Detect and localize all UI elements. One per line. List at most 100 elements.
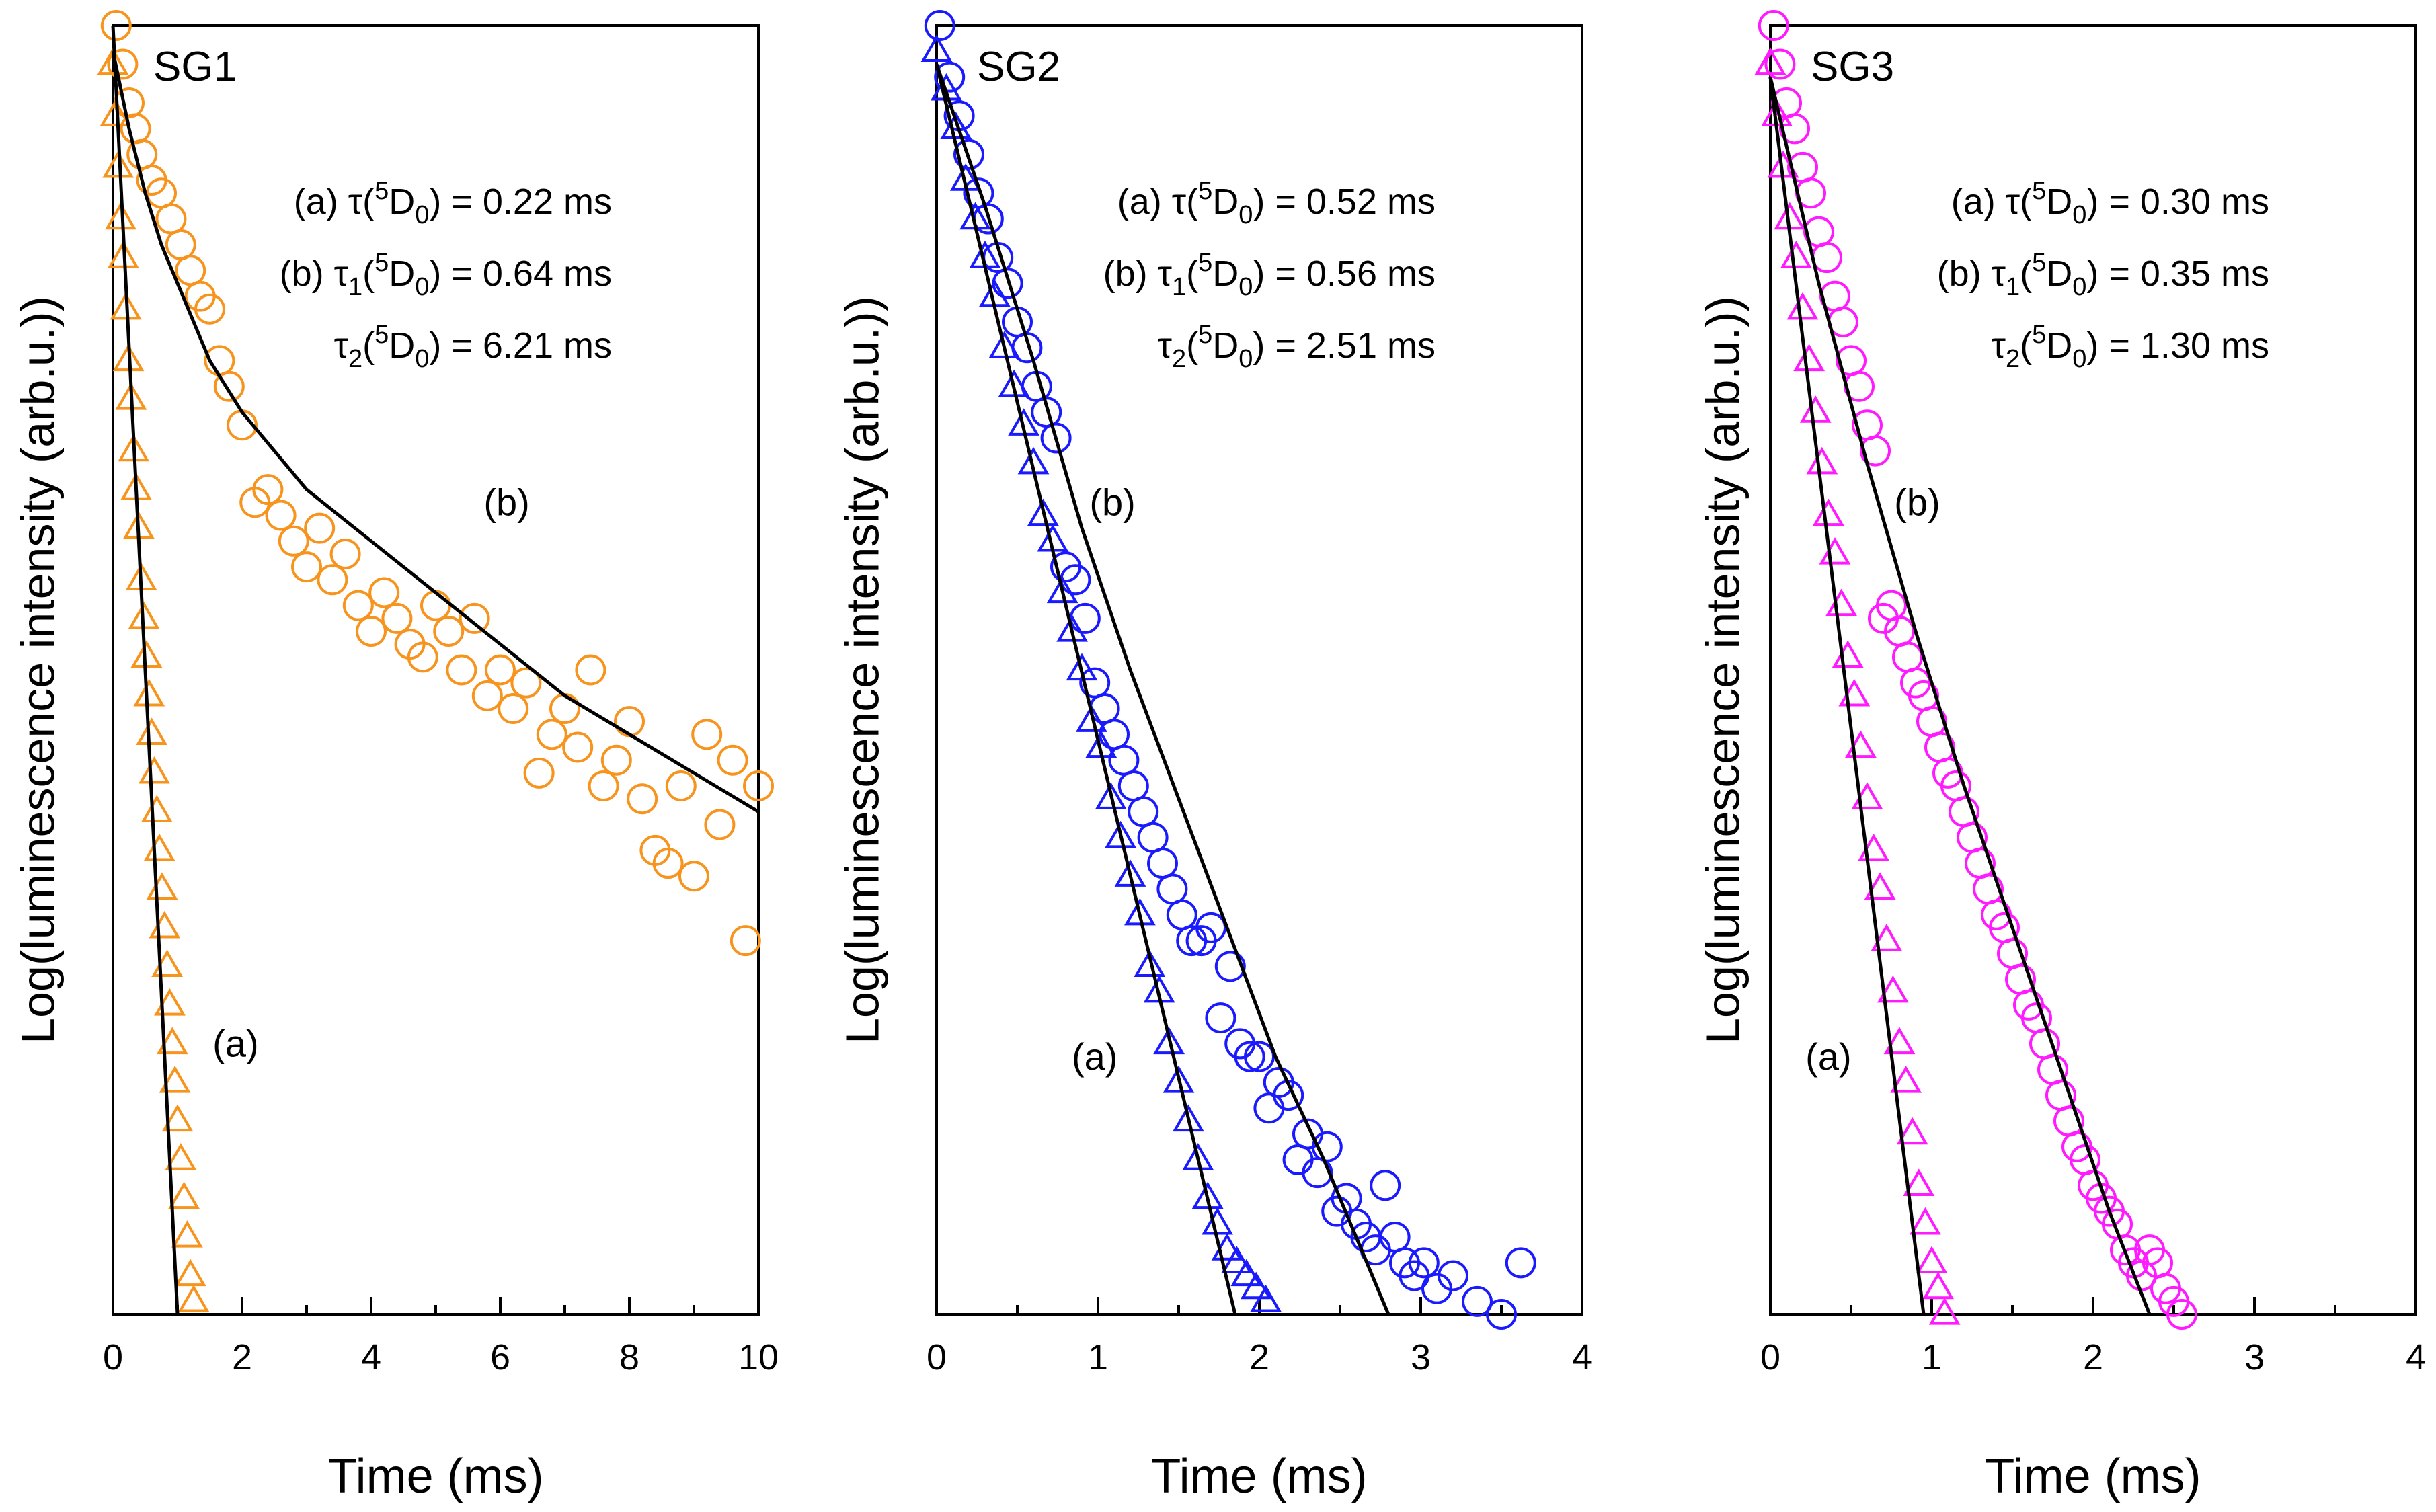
term-subscript: 0 (1239, 201, 1253, 229)
paren-open: ( (1186, 325, 1198, 366)
data-point-circle (342, 590, 374, 621)
annotation-value: = 0.30 ms (2098, 182, 2269, 222)
data-point-circle (1156, 873, 1188, 905)
data-point-circle (1486, 1299, 1517, 1330)
data-point-circle (420, 590, 451, 621)
series-a-markers (97, 47, 210, 1312)
series-label: (b) (1089, 481, 1135, 523)
data-point-triangle (1832, 640, 1864, 668)
term-subscript: 0 (415, 201, 429, 229)
fit-line (1768, 77, 2152, 1315)
series-b-markers (924, 10, 1536, 1330)
data-point-triangle (1095, 782, 1127, 809)
data-point-circle (934, 61, 966, 93)
fit-line (935, 63, 1237, 1315)
data-point-circle (1108, 744, 1140, 776)
data-point-triangle (112, 344, 145, 372)
data-point-triangle (146, 872, 178, 900)
data-point-circle (381, 602, 413, 634)
data-point-circle (291, 551, 322, 583)
data-point-triangle (136, 717, 168, 745)
data-point-triangle (1877, 975, 1909, 1003)
series-label: (a) (1805, 1035, 1851, 1078)
data-point-circle (717, 744, 748, 776)
paren-open: ( (2020, 325, 2032, 366)
data-point-circle (1137, 822, 1169, 853)
term-subscript: 0 (2072, 273, 2086, 301)
data-point-triangle (1056, 614, 1089, 642)
paren-open: ( (1186, 253, 1198, 294)
lifetime-annotation: τ2(5D0) = 1.30 ms (1992, 321, 2269, 373)
data-point-circle (114, 87, 145, 119)
tau-symbol: τ (334, 325, 348, 366)
data-point-circle (1311, 1131, 1343, 1162)
data-point-circle (992, 268, 1023, 299)
data-point-triangle (1182, 1142, 1214, 1170)
data-point-circle (1811, 242, 1842, 274)
data-point-circle (407, 641, 438, 673)
data-point-circle (175, 255, 206, 286)
data-point-circle (107, 48, 139, 80)
data-point-triangle (1114, 859, 1146, 887)
x-tick-label: 0 (1760, 1337, 1780, 1378)
term-subscript: 0 (415, 273, 429, 301)
fit-line (1768, 77, 1926, 1315)
data-point-circle (1117, 770, 1149, 802)
data-point-circle (1205, 1002, 1236, 1034)
annotation-prefix: (b) (280, 253, 334, 294)
paren-close: ) (429, 182, 441, 222)
tau-subscript: 2 (2006, 345, 2020, 373)
term-superscript: 5 (2032, 249, 2046, 277)
data-point-circle (704, 809, 736, 840)
term-subscript: 0 (1239, 273, 1253, 301)
data-point-triangle (171, 1220, 203, 1248)
tau-subscript: 1 (348, 273, 362, 301)
fit-line (111, 50, 760, 813)
x-tick-label: 3 (1411, 1337, 1431, 1378)
lifetime-annotation: (a) τ(5D0) = 0.22 ms (294, 177, 612, 229)
data-point-circle (1166, 899, 1197, 930)
data-point-triangle (1172, 1104, 1204, 1132)
data-point-circle (575, 654, 606, 686)
data-point-circle (155, 203, 187, 235)
annotation-value: = 2.51 ms (1265, 325, 1436, 366)
data-point-triangle (1909, 1207, 1941, 1235)
x-tick-label: 4 (1572, 1337, 1592, 1378)
data-point-triangle (1903, 1168, 1935, 1196)
data-point-circle (433, 615, 465, 647)
data-point-circle (588, 770, 619, 802)
fit-line (935, 63, 1390, 1315)
data-point-circle (652, 848, 684, 879)
annotation-value: = 6.21 ms (441, 325, 612, 366)
data-point-triangle (1883, 1027, 1916, 1055)
x-tick-label: 4 (2406, 1337, 2426, 1378)
x-tick-label: 6 (490, 1337, 510, 1378)
data-point-triangle (151, 949, 184, 978)
annotation-value: = 1.30 ms (2098, 325, 2269, 366)
data-point-circle (356, 615, 387, 647)
tau-symbol: τ (1992, 325, 2006, 366)
data-point-triangle (1220, 1246, 1253, 1273)
data-point-circle (614, 706, 645, 738)
data-point-circle (691, 719, 723, 750)
data-point-circle (100, 10, 132, 41)
data-point-circle (1302, 1157, 1333, 1189)
data-point-circle (265, 500, 297, 531)
annotation-value: = 0.56 ms (1265, 253, 1436, 294)
tau-subscript: 1 (1172, 273, 1186, 301)
term-letter: D (389, 253, 415, 294)
data-point-circle (165, 229, 196, 260)
data-point-circle (1147, 848, 1178, 879)
y-axis-label: Log(luminescence intensity (arb.u.)) (11, 296, 64, 1044)
annotation-value: = 0.35 ms (2098, 253, 2269, 294)
data-point-triangle (920, 34, 953, 62)
tau-symbol: τ (1172, 182, 1186, 222)
data-point-triangle (110, 292, 142, 320)
paren-open: ( (2020, 182, 2032, 222)
data-point-circle (953, 138, 984, 170)
annotation-prefix: (b) (1103, 253, 1158, 294)
data-point-triangle (1793, 344, 1825, 372)
paren-close: ) (429, 253, 441, 294)
